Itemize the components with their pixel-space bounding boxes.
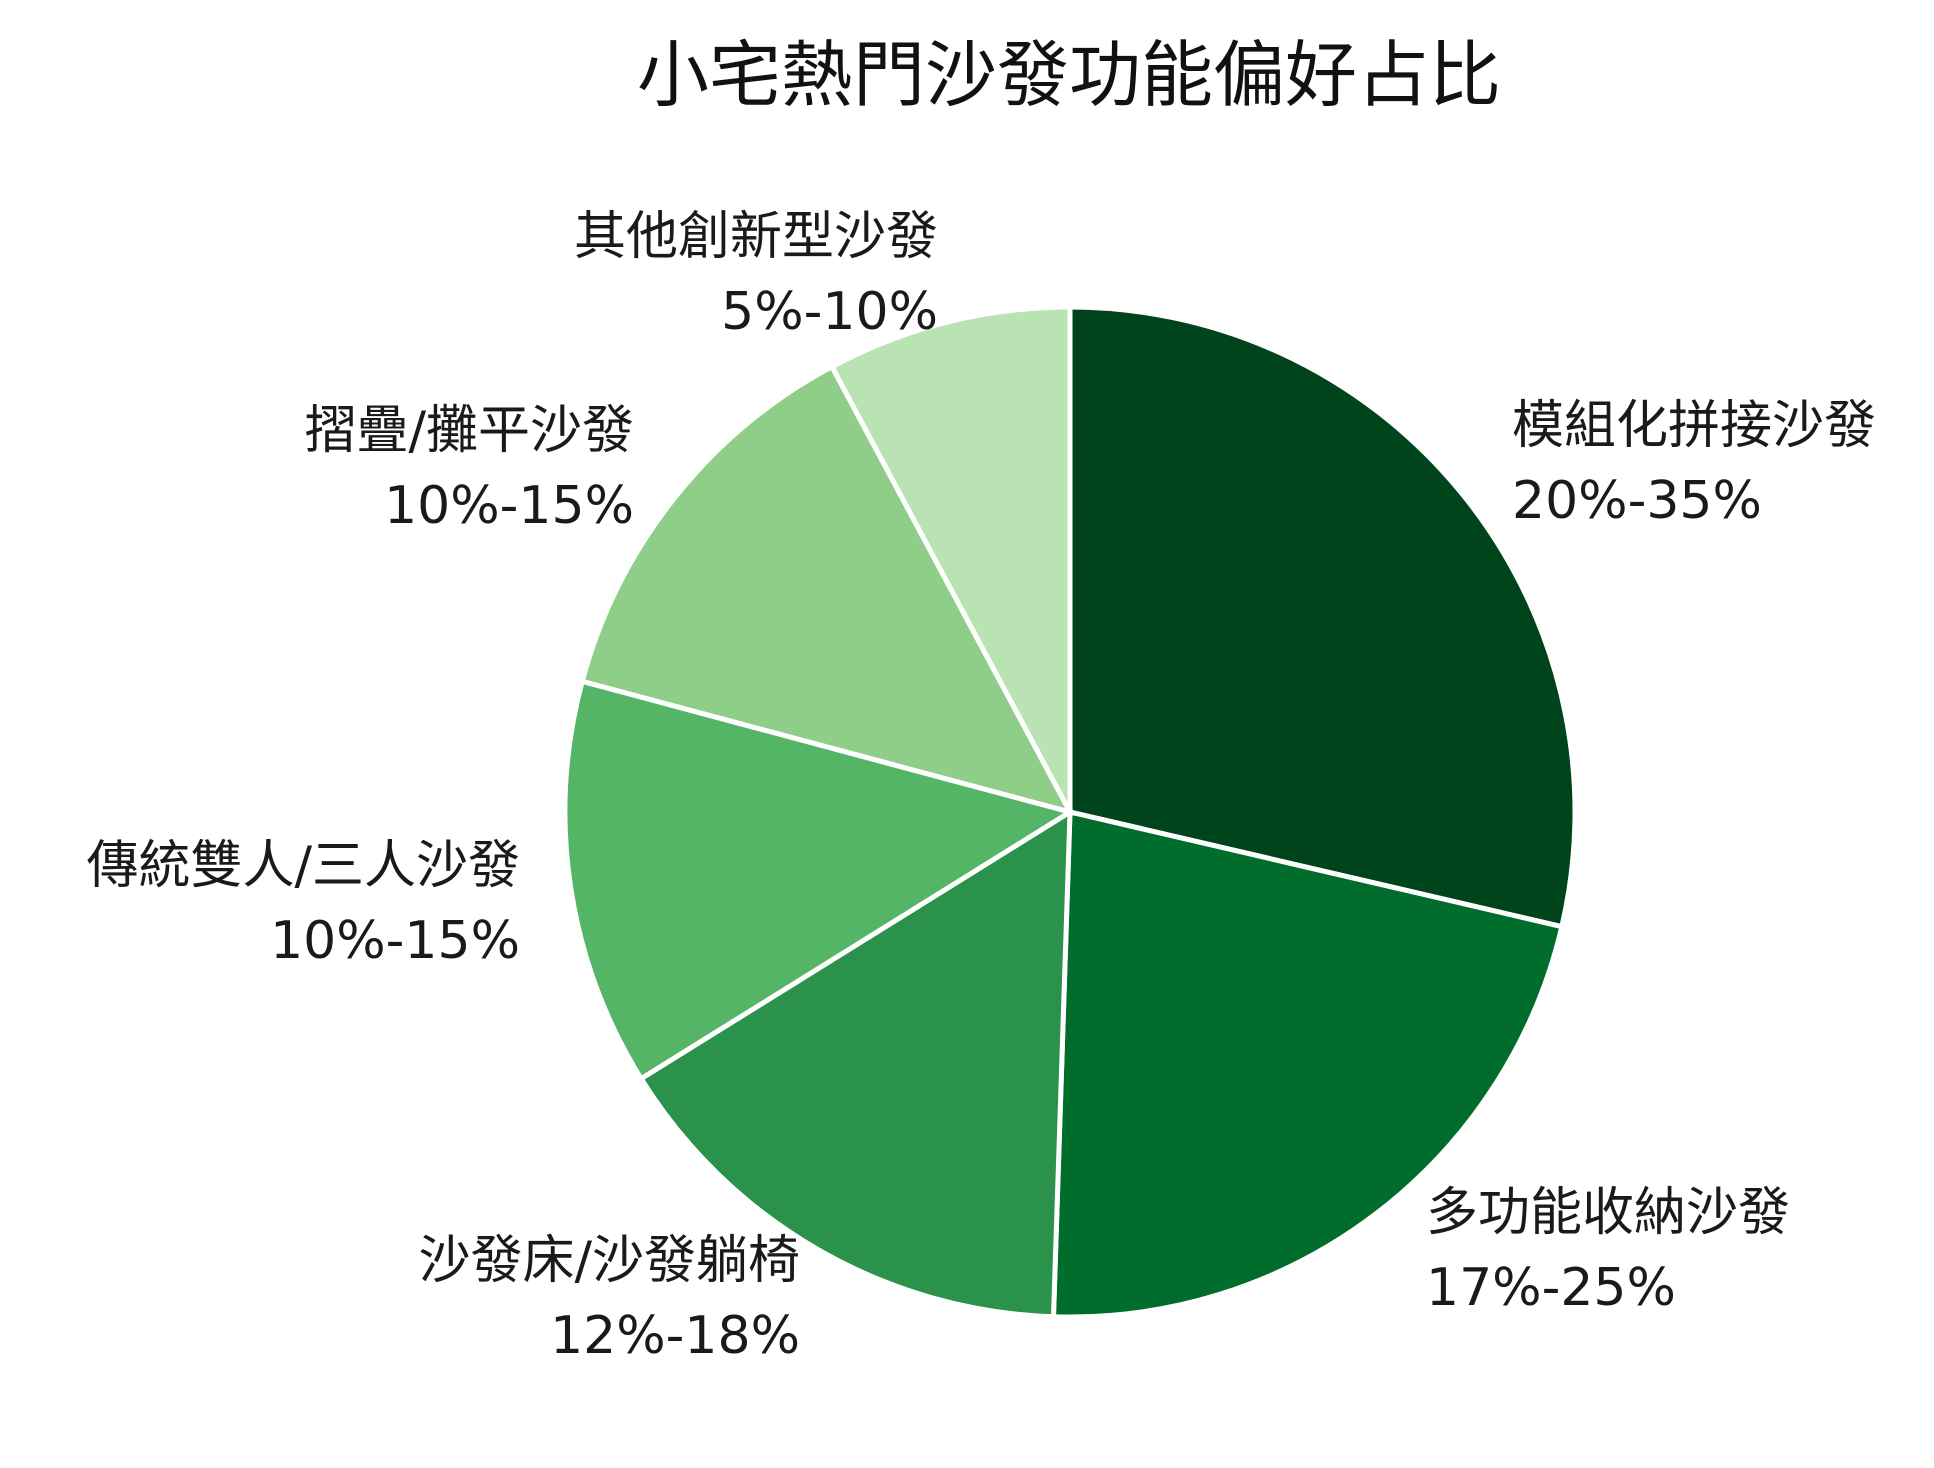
pie-slice-6: [828, 304, 1073, 814]
slice-label-range-5: 10%-15%: [384, 476, 634, 536]
slice-label-name-5: 摺疊/攤平沙發: [304, 401, 634, 461]
slice-label-name-3: 沙發床/沙發躺椅: [418, 1231, 800, 1291]
pie-slice-5: [579, 363, 1075, 816]
slice-label-name-2: 多功能收納沙發: [1426, 1183, 1790, 1243]
slice-label-name-6: 其他創新型沙發: [574, 207, 938, 267]
pie-slice-3: [637, 807, 1073, 1320]
slice-label-range-4: 10%-15%: [270, 911, 520, 971]
slice-label-name-4: 傳統雙人/三人沙發: [86, 836, 520, 896]
chart-title: 小宅熱門沙發功能偏好占比: [637, 33, 1501, 117]
slice-label-range-1: 20%-35%: [1512, 471, 1762, 531]
pie-slices: [562, 304, 1578, 1320]
slice-label-range-3: 12%-18%: [550, 1306, 800, 1366]
pie-slice-1: [1067, 304, 1578, 930]
pie-slice-2: [1050, 808, 1565, 1320]
slice-label-name-1: 模組化拼接沙發: [1512, 396, 1876, 456]
slice-labels: 模組化拼接沙發 20%-35% 多功能收納沙發 17%-25% 沙發床/沙發躺椅 12%-…: [86, 207, 1876, 1366]
slice-label-range-6: 5%-10%: [721, 282, 938, 342]
slice-label-range-2: 17%-25%: [1426, 1258, 1676, 1318]
